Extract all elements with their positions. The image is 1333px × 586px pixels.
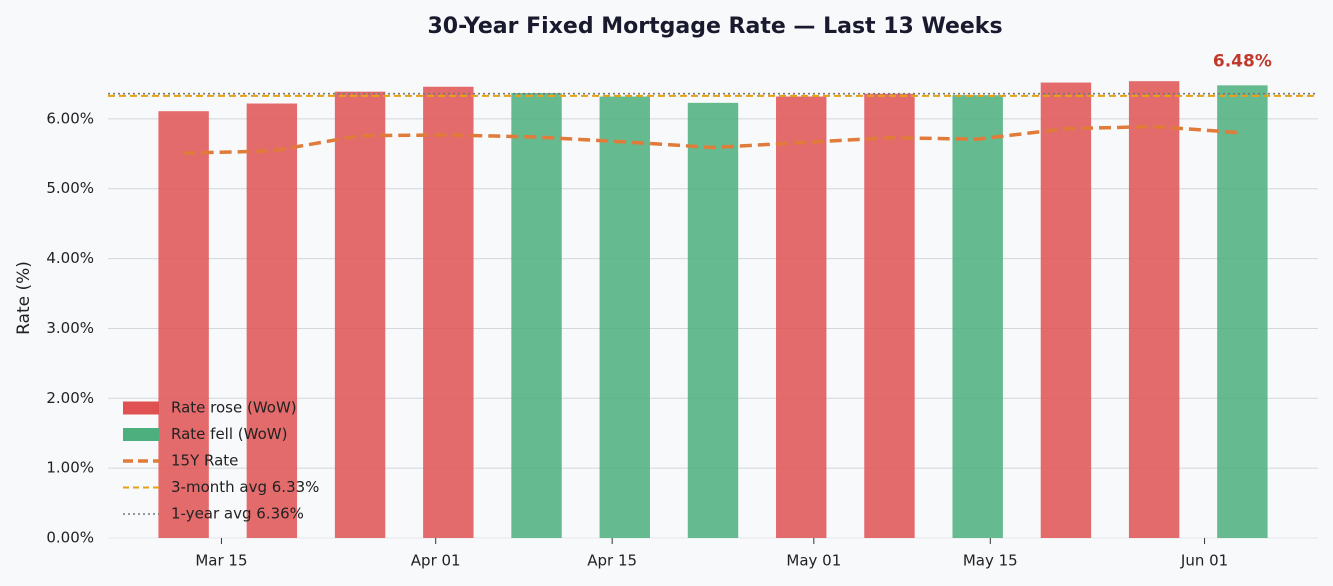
bar (687, 102, 739, 539)
legend-swatch (123, 401, 159, 415)
x-tick-label: Apr 01 (411, 552, 461, 570)
x-tick-label: Apr 15 (587, 552, 637, 570)
bar (334, 91, 386, 538)
bar (1040, 82, 1092, 538)
x-tick-label: Mar 15 (195, 552, 247, 570)
legend-swatch (123, 428, 159, 441)
value-label: 6.48% (1213, 51, 1272, 71)
bar (511, 93, 562, 538)
x-tick-label: Jun 01 (1180, 552, 1228, 570)
bar (1217, 85, 1268, 539)
line (183, 124, 1243, 155)
y-tick-label: 2.00% (46, 389, 94, 407)
bar (952, 95, 1003, 538)
y-tick-label: 4.00% (46, 249, 94, 267)
bar (776, 96, 827, 538)
bar (864, 93, 915, 538)
y-tick-label: 1.00% (46, 459, 94, 477)
bar (599, 96, 650, 538)
legend-label: Rate rose (WoW) (171, 399, 297, 417)
legend-label: 15Y Rate (171, 452, 238, 470)
y-axis-label: Rate (%) (14, 261, 34, 335)
y-tick-label: 3.00% (46, 319, 94, 337)
bar (1128, 81, 1180, 538)
bar (423, 86, 474, 538)
legend-label: Rate fell (WoW) (171, 425, 287, 443)
bar (158, 111, 209, 538)
bar (246, 103, 298, 538)
y-tick-label: 5.00% (46, 179, 94, 197)
x-tick-label: May 01 (786, 552, 841, 570)
chart-title: 30-Year Fixed Mortgage Rate — Last 13 We… (427, 14, 1002, 39)
legend-label: 1-year avg 6.36% (171, 505, 304, 523)
y-tick-label: 6.00% (46, 109, 94, 127)
x-tick-label: May 15 (963, 552, 1018, 570)
y-tick-label: 0.00% (46, 529, 94, 547)
legend-label: 3-month avg 6.33% (171, 478, 319, 496)
